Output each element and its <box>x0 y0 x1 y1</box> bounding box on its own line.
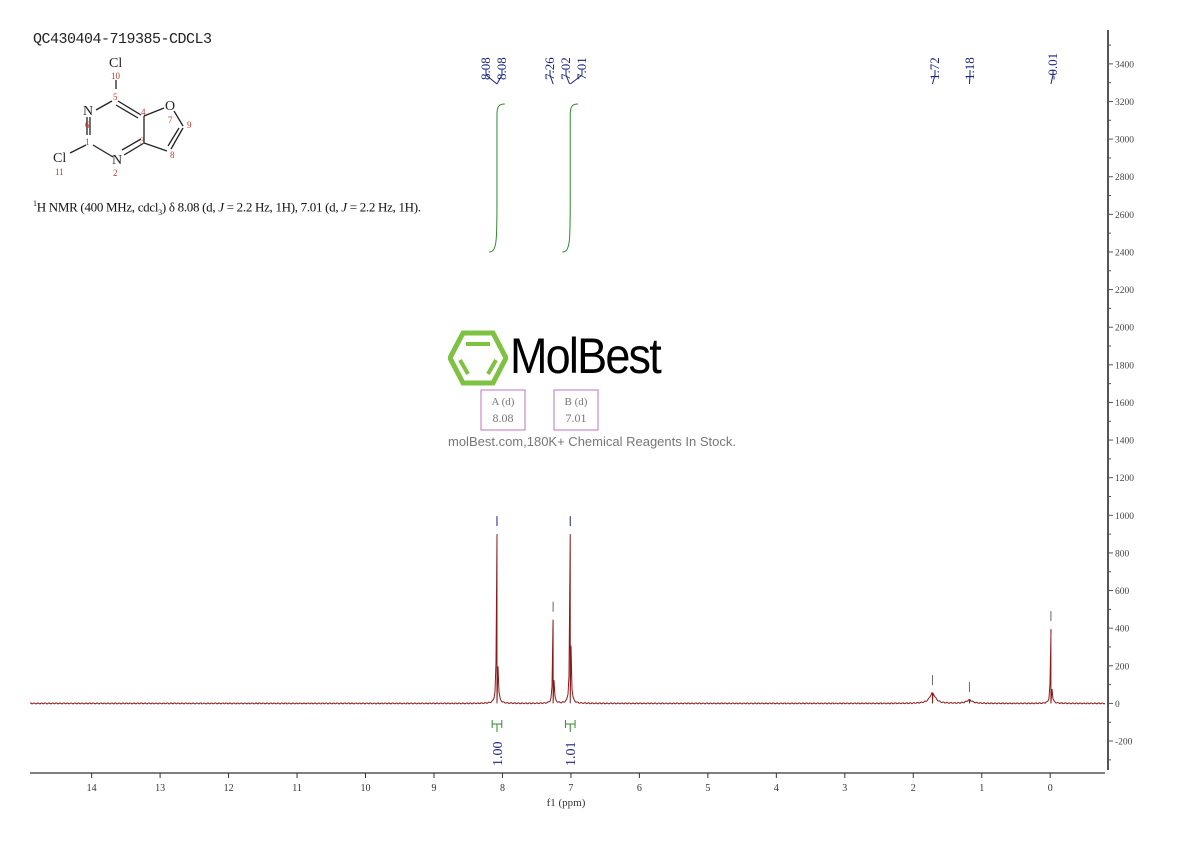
y-tick-label: 200 <box>1115 662 1130 672</box>
peak-label-leader <box>485 70 498 85</box>
y-tick-label: 1400 <box>1115 437 1134 447</box>
x-tick-label: 0 <box>1048 783 1053 794</box>
y-tick-label: 2600 <box>1115 211 1134 221</box>
peak-label: 7.01 <box>574 57 589 80</box>
multiplet-label: A (d) <box>492 396 515 408</box>
multiplet-shift: 8.08 <box>493 411 514 425</box>
molbest-logo-icon <box>448 330 508 386</box>
multiplet-box-b <box>553 389 599 431</box>
x-tick-label: 8 <box>500 783 505 794</box>
multiplet-box-a <box>480 389 526 431</box>
molecule-structure: Cl N N O Cl 1 2 3 4 5 6 7 8 9 10 11 <box>53 56 192 178</box>
peak-label: 1.72 <box>927 57 942 80</box>
x-tick-label: 4 <box>774 783 779 794</box>
y-tick-label: 3000 <box>1115 136 1134 146</box>
integral-curve <box>562 103 579 253</box>
atom-number: 4 <box>141 107 146 117</box>
watermark-tagline: molBest.com,180K+ Chemical Reagents In S… <box>448 434 736 449</box>
atom-number: 2 <box>113 168 118 178</box>
x-tick-label: 3 <box>842 783 847 794</box>
atom-number: 10 <box>111 71 121 81</box>
multiplet-shift: 7.01 <box>566 411 587 425</box>
peak-label-leader <box>968 70 971 85</box>
x-tick-label: 7 <box>568 783 573 794</box>
peak-label: 1.18 <box>962 57 977 80</box>
x-tick-label: 13 <box>155 783 165 794</box>
x-tick-label: 11 <box>292 783 302 794</box>
y-tick-label: 3200 <box>1115 98 1134 108</box>
y-tick-label: 0 <box>1115 700 1120 710</box>
peak-label-leader <box>1050 70 1054 85</box>
y-tick-label: 800 <box>1115 549 1130 559</box>
y-tick-label: 1800 <box>1115 361 1134 371</box>
spectrum-line <box>30 534 1106 705</box>
peak-label-leader <box>549 70 554 85</box>
y-tick-label: 2200 <box>1115 286 1134 296</box>
x-tick-label: 10 <box>361 783 371 794</box>
y-tick-label: 3400 <box>1115 60 1134 70</box>
atom-number: 6 <box>85 120 90 130</box>
y-tick-label: 2400 <box>1115 248 1134 258</box>
atom-number: 1 <box>85 137 90 147</box>
atom-number: 7 <box>168 115 173 125</box>
atom-number: 5 <box>113 92 118 102</box>
watermark-name: MolBest <box>510 328 662 384</box>
peak-label: 7.02 <box>558 57 573 80</box>
atom-number: 8 <box>170 150 175 160</box>
x-tick-label: 14 <box>87 783 97 794</box>
atom-number: 9 <box>187 120 192 130</box>
y-tick-label: 1200 <box>1115 474 1134 484</box>
nmr-description: 1H NMR (400 MHz, cdcl3) δ 8.08 (d, J = 2… <box>33 199 421 217</box>
x-tick-label: 2 <box>911 783 916 794</box>
y-tick-label: 2800 <box>1115 173 1134 183</box>
atom-number: 11 <box>55 167 64 177</box>
peak-label-leader <box>931 70 936 85</box>
peak-label: 8.08 <box>494 57 509 80</box>
atom-o: O <box>165 99 175 114</box>
x-tick-label: 1 <box>979 783 984 794</box>
atom-number: 3 <box>140 136 145 146</box>
integral-bracket <box>491 720 503 732</box>
y-tick-label: 2000 <box>1115 324 1134 334</box>
peak-label-leader <box>565 70 571 85</box>
multiplet-label: B (d) <box>565 396 588 408</box>
x-axis-label: f1 (ppm) <box>547 797 586 809</box>
x-tick-label: 9 <box>431 783 436 794</box>
atom-cl: Cl <box>53 151 66 166</box>
atom-cl: Cl <box>109 56 122 71</box>
x-tick-label: 12 <box>224 783 234 794</box>
peak-label-leader <box>496 70 503 85</box>
y-tick-label: 600 <box>1115 587 1130 597</box>
peak-label-leader <box>569 70 583 85</box>
integral-value: 1.01 <box>564 742 579 767</box>
y-tick-label: 1600 <box>1115 399 1134 409</box>
x-tick-label: 6 <box>637 783 642 794</box>
y-tick-label: 400 <box>1115 625 1130 635</box>
peak-label: 8.08 <box>478 57 493 80</box>
integral-value: 1.00 <box>491 742 506 767</box>
atom-n: N <box>112 153 122 168</box>
peak-label: 7.26 <box>542 57 557 80</box>
y-tick-label: 1000 <box>1115 512 1134 522</box>
spectrum-title: QC430404-719385-CDCL3 <box>33 31 212 48</box>
multiplet-boxes: A (d) 8.08 B (d) 7.01 <box>480 389 599 431</box>
integral-curve <box>489 103 505 253</box>
x-tick-label: 5 <box>705 783 710 794</box>
integral-bracket <box>564 720 576 732</box>
atom-n: N <box>83 104 93 119</box>
y-tick-label: -200 <box>1115 738 1133 748</box>
peak-label: -0.01 <box>1045 53 1060 80</box>
